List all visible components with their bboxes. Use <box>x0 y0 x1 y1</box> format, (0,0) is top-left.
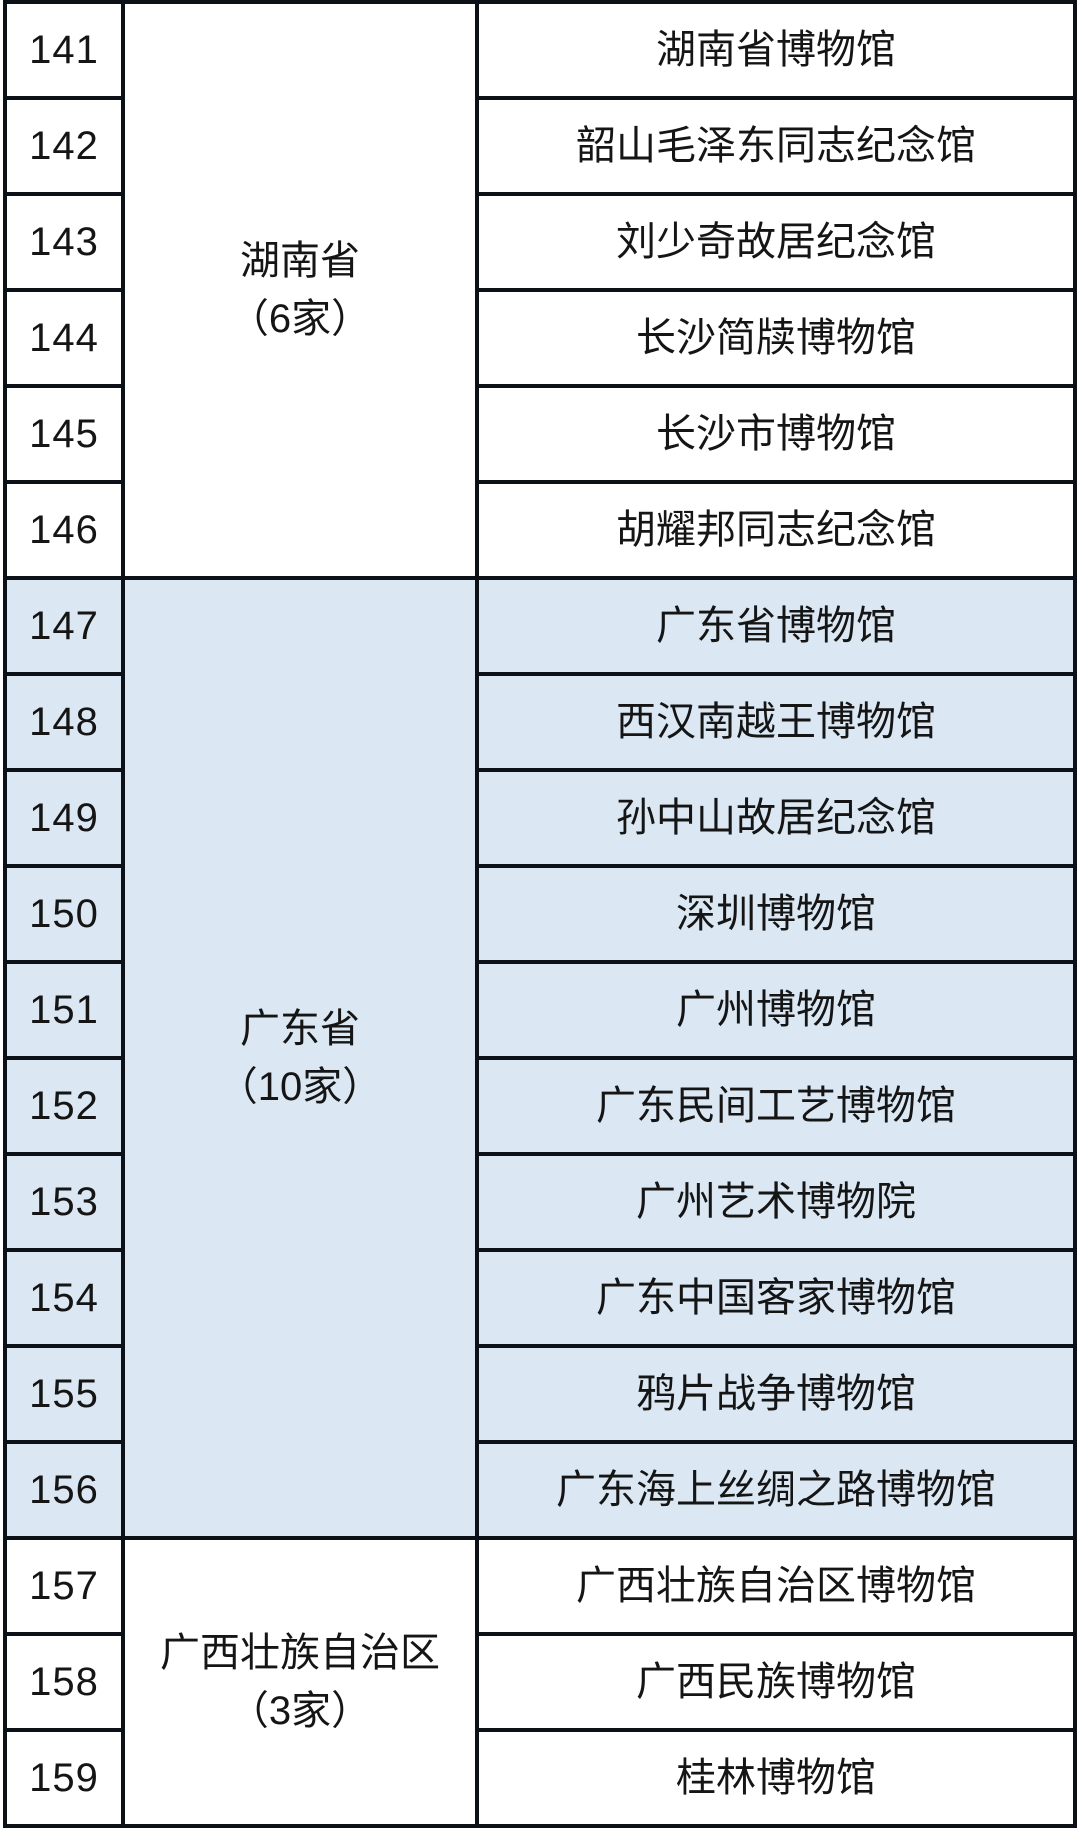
table-row: 152 广东民间工艺博物馆 <box>3 1056 1077 1156</box>
row-number-cell: 157 <box>3 1536 125 1636</box>
province-name: 广西壮族自治区 <box>160 1631 440 1675</box>
museum-cell: 湖南省博物馆 <box>475 0 1077 100</box>
row-number-cell: 143 <box>3 192 125 292</box>
museum-cell: 桂林博物馆 <box>475 1728 1077 1828</box>
table-row: 148 西汉南越王博物馆 <box>3 672 1077 772</box>
table-row: 154 广东中国客家博物馆 <box>3 1248 1077 1348</box>
row-number-cell: 142 <box>3 96 125 196</box>
table-row: 141 湖南省 （6家） 湖南省博物馆 <box>3 0 1077 580</box>
province-name: 湖南省 <box>240 239 360 283</box>
museum-cell: 广州博物馆 <box>475 960 1077 1060</box>
row-number-cell: 159 <box>3 1728 125 1828</box>
museum-cell: 广西民族博物馆 <box>475 1632 1077 1732</box>
table-row: 147 广东省 （10家） 广东省博物馆 <box>3 576 1077 1540</box>
row-number-cell: 152 <box>3 1056 125 1156</box>
row-number-cell: 155 <box>3 1344 125 1444</box>
museum-cell: 韶山毛泽东同志纪念馆 <box>475 96 1077 196</box>
museum-cell: 孙中山故居纪念馆 <box>475 768 1077 868</box>
table-row: 157 广西壮族自治区 （3家） 广西壮族自治区博物馆 <box>3 1536 1077 1828</box>
museum-cell: 广东中国客家博物馆 <box>475 1248 1077 1348</box>
row-number-cell: 144 <box>3 288 125 388</box>
museum-table: 141 湖南省 （6家） 湖南省博物馆 142 韶山毛泽东同志纪念馆 143 刘少奇故居纪念馆… <box>3 0 1077 1828</box>
museum-cell: 长沙简牍博物馆 <box>475 288 1077 388</box>
table-row: 151 广州博物馆 <box>3 960 1077 1060</box>
table-row: 145 长沙市博物馆 <box>3 384 1077 484</box>
museum-cell: 广东海上丝绸之路博物馆 <box>475 1440 1077 1540</box>
row-number-cell: 156 <box>3 1440 125 1540</box>
museum-cell: 广西壮族自治区博物馆 <box>475 1536 1077 1636</box>
row-number-cell: 147 <box>3 576 125 676</box>
museum-cell: 鸦片战争博物馆 <box>475 1344 1077 1444</box>
row-number-cell: 149 <box>3 768 125 868</box>
row-number-cell: 146 <box>3 480 125 580</box>
table-row: 155 鸦片战争博物馆 <box>3 1344 1077 1444</box>
museum-cell: 深圳博物馆 <box>475 864 1077 964</box>
province-cell: 湖南省 （6家） <box>121 0 479 580</box>
row-number-cell: 150 <box>3 864 125 964</box>
museum-cell: 刘少奇故居纪念馆 <box>475 192 1077 292</box>
row-number-cell: 141 <box>3 0 125 100</box>
table-row: 156 广东海上丝绸之路博物馆 <box>3 1440 1077 1540</box>
province-cell: 广西壮族自治区 （3家） <box>121 1536 479 1828</box>
row-number-cell: 145 <box>3 384 125 484</box>
row-number-cell: 154 <box>3 1248 125 1348</box>
table-row: 153 广州艺术博物院 <box>3 1152 1077 1252</box>
museum-cell: 广州艺术博物院 <box>475 1152 1077 1252</box>
table-row: 142 韶山毛泽东同志纪念馆 <box>3 96 1077 196</box>
province-name: 广东省 <box>240 1007 360 1051</box>
row-number-cell: 158 <box>3 1632 125 1732</box>
museum-cell: 胡耀邦同志纪念馆 <box>475 480 1077 580</box>
province-cell: 广东省 （10家） <box>121 576 479 1540</box>
museum-cell: 长沙市博物馆 <box>475 384 1077 484</box>
table-row: 143 刘少奇故居纪念馆 <box>3 192 1077 292</box>
museum-cell: 广东省博物馆 <box>475 576 1077 676</box>
museum-cell: 广东民间工艺博物馆 <box>475 1056 1077 1156</box>
table-row: 150 深圳博物馆 <box>3 864 1077 964</box>
row-number-cell: 148 <box>3 672 125 772</box>
table-row: 159 桂林博物馆 <box>3 1728 1077 1828</box>
province-count: （3家） <box>228 1689 372 1733</box>
museum-cell: 西汉南越王博物馆 <box>475 672 1077 772</box>
province-count: （10家） <box>217 1065 383 1109</box>
table-row: 144 长沙简牍博物馆 <box>3 288 1077 388</box>
row-number-cell: 151 <box>3 960 125 1060</box>
row-number-cell: 153 <box>3 1152 125 1252</box>
table-row: 158 广西民族博物馆 <box>3 1632 1077 1732</box>
table-row: 146 胡耀邦同志纪念馆 <box>3 480 1077 580</box>
table-row: 149 孙中山故居纪念馆 <box>3 768 1077 868</box>
province-count: （6家） <box>228 297 372 341</box>
